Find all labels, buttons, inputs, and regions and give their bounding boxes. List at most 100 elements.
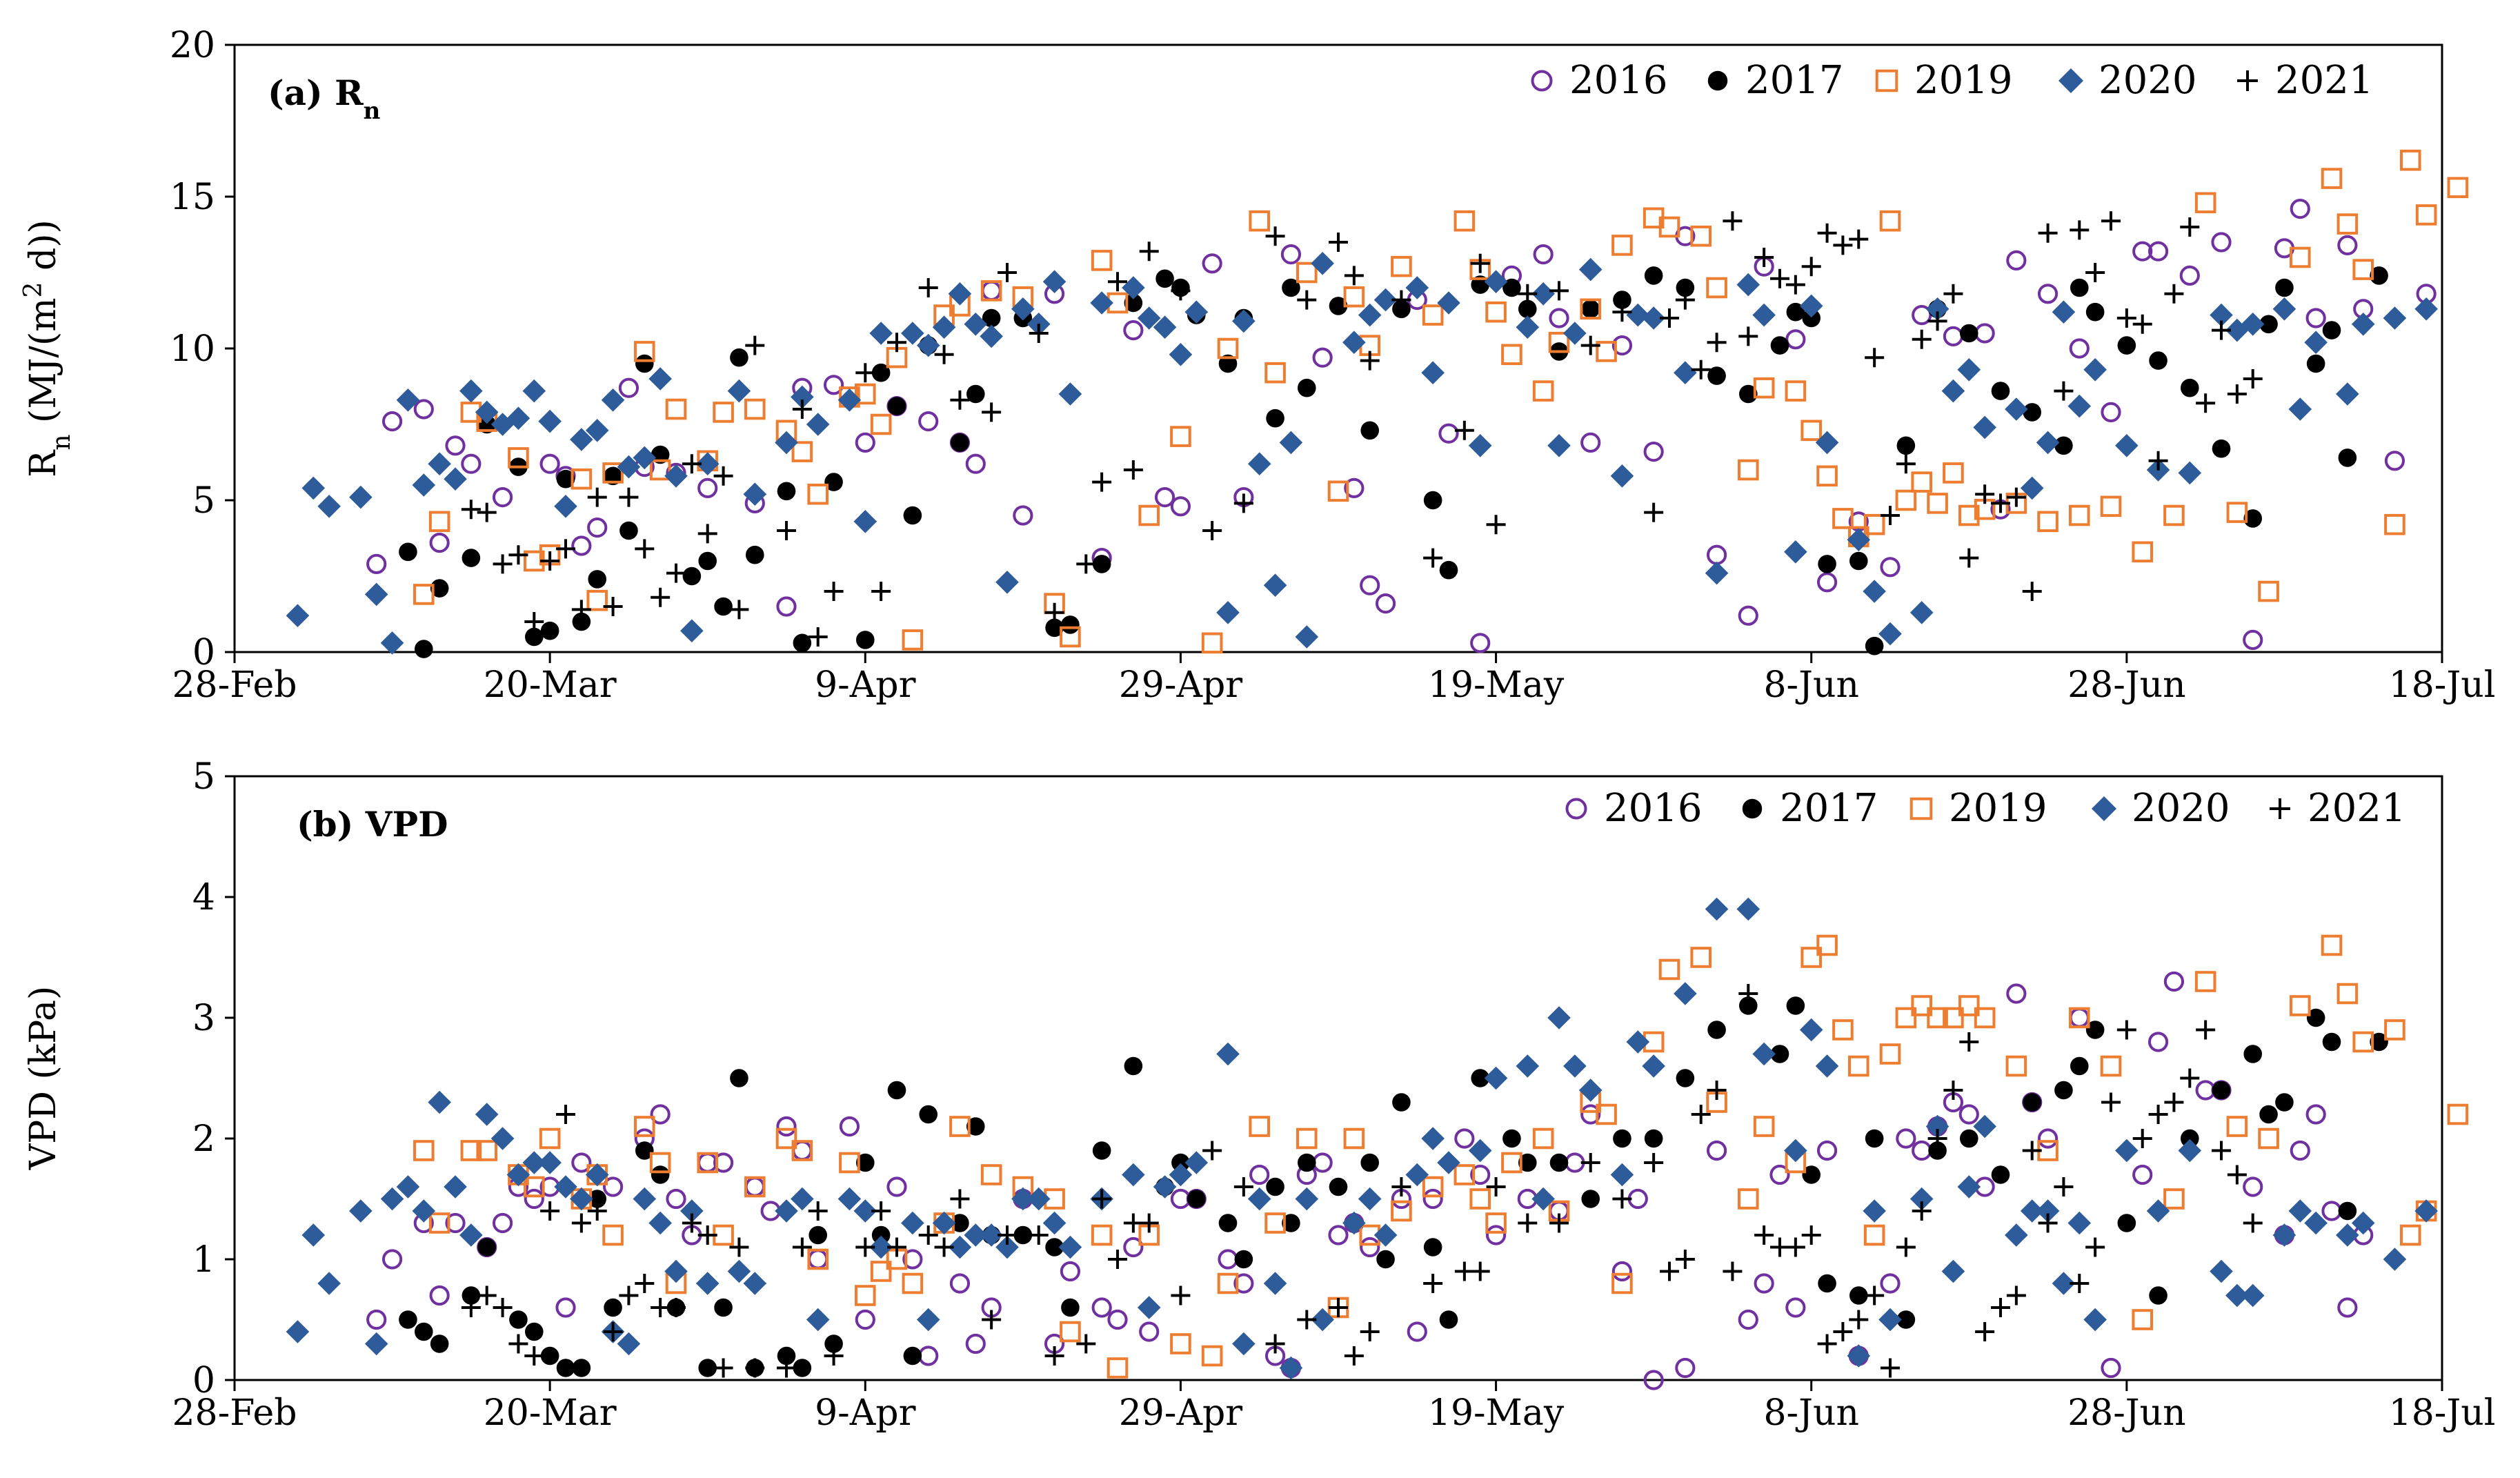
data-point-2017 [1786,996,1805,1015]
data-point-2020 [1626,1030,1650,1054]
data-point-2020 [2241,1283,2265,1308]
data-point-2016 [1170,496,1191,517]
data-point-2020 [1358,303,1382,327]
data-point-2021 [477,1285,497,1305]
data-point-2017 [1802,308,1821,328]
data-point-2020 [791,1187,814,1211]
data-point-2020 [1531,282,1555,306]
data-point-2020 [775,1199,798,1223]
series-2021 [461,211,2263,647]
data-point-2017 [2322,1032,2341,1052]
data-point-2020 [2336,1223,2359,1247]
data-point-2017 [2322,321,2341,339]
data-point-2016 [965,453,986,474]
data-point-2021 [1329,1298,1348,1317]
data-point-2020 [301,476,326,500]
data-point-2020 [570,428,593,451]
data-point-2019 [1296,262,1318,284]
data-point-2017 [1439,560,1458,580]
data-point-2020 [1799,294,1823,318]
x-tick-label: 29-Apr [1119,1392,1243,1434]
data-point-2021 [982,1310,1002,1330]
data-point-2021 [556,1105,575,1124]
data-point-2019 [1847,1055,1869,1077]
data-point-2021 [1029,324,1049,343]
data-point-2019 [2447,177,2469,199]
data-point-2021 [1029,1225,1049,1245]
data-point-2020 [680,619,704,642]
data-point-2020 [2414,1199,2438,1223]
data-point-2019 [1296,1127,1318,1150]
data-point-2021 [2148,451,2168,471]
data-point-2017 [1549,1153,1569,1172]
data-point-2020 [853,510,877,533]
data-point-2020 [2020,1199,2044,1223]
data-point-2021 [1738,984,1758,1003]
data-point-2020 [648,367,672,391]
axes-b: 0 1 2 3 4 5 28-Feb 20-Mar 9-Apr 29-Apr 19-May 8-Jun… [172,756,2495,1434]
data-point-2019 [586,589,608,611]
legend-label-2019: 2019 [1914,58,2013,103]
data-point-2021 [2054,381,2074,401]
y-tick-label: 5 [192,756,215,798]
data-point-2021 [745,1358,765,1378]
data-point-2021 [1265,1334,1285,1354]
y-tick-label: 2 [192,1119,215,1160]
data-point-2017 [1959,324,1978,343]
data-point-2017 [1297,1153,1316,1172]
data-point-2019 [2068,504,2090,526]
data-point-2019 [2037,511,2058,533]
y-tick-label: 15 [170,177,215,218]
data-point-2020 [995,571,1019,594]
data-point-2020 [1090,291,1113,315]
data-point-2016 [539,453,560,474]
data-point-2017 [1928,1141,1947,1160]
data-point-2021 [697,1225,717,1245]
data-point-2020 [2005,1223,2028,1247]
data-point-2021 [1580,1153,1600,1172]
data-point-2020 [2414,297,2438,321]
data-point-2019 [1863,513,1885,535]
data-point-2019 [1501,1152,1522,1174]
data-point-2016 [1123,1236,1144,1258]
data-point-2020 [2052,300,2076,324]
data-point-2021 [824,1346,844,1366]
data-point-2020 [1405,1163,1429,1187]
data-point-2021 [2116,308,2136,328]
data-point-2019 [2068,1007,2090,1029]
data-point-2016 [965,1333,986,1354]
data-point-2017 [855,631,875,649]
data-point-2021 [1785,1237,1805,1257]
data-point-2017 [619,521,638,540]
data-point-2020 [964,1223,988,1247]
legend-label-2021: 2021 [2308,786,2406,831]
data-point-2019 [1580,298,1602,320]
data-point-2016 [2243,1176,2263,1197]
data-point-2017 [1865,1129,1884,1148]
data-point-2020 [791,385,814,409]
data-point-2021 [1975,484,1995,504]
data-point-2020 [1484,270,1508,293]
data-point-2020 [1232,1332,1256,1356]
data-point-2019 [1658,958,1680,981]
legend-label-2020: 2020 [2132,786,2230,831]
data-point-2020 [916,1308,940,1332]
data-point-2017 [556,469,575,489]
data-point-2016 [2384,451,2405,471]
data-point-2020 [412,473,436,497]
data-point-2020 [1011,1187,1035,1211]
data-point-2017 [1502,1129,1521,1148]
data-point-2019 [1217,1272,1239,1294]
data-point-2021 [1470,1261,1490,1281]
data-point-2017 [1329,297,1348,315]
data-point-2016 [1896,1128,1916,1149]
data-point-2020 [932,1211,956,1235]
data-point-2017 [1171,1153,1190,1172]
data-point-2016 [650,1104,671,1125]
data-point-2017 [1896,436,1916,455]
data-point-2021 [887,1237,906,1257]
data-point-2021 [713,1358,733,1378]
data-point-2019 [870,413,892,435]
data-point-2021 [524,612,544,631]
data-point-2017 [714,1298,733,1317]
